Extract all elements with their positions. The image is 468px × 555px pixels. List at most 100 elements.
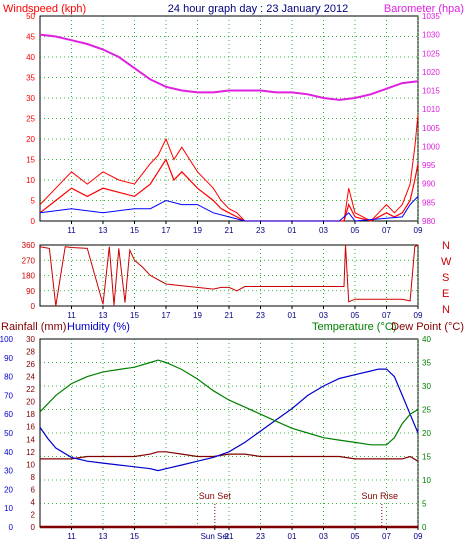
chart-title: 24 hour graph day : 23 January 2012: [168, 3, 348, 15]
y-tick-label-humidity: 70: [4, 391, 13, 400]
y-tick-label-wind: 20: [26, 135, 35, 144]
y-tick-label-humidity: 0: [9, 523, 14, 532]
y-tick-label-baro: 1015: [422, 87, 440, 96]
y-tick-label-rain: 26: [26, 360, 35, 369]
y-tick-label-rain: 2: [31, 510, 36, 519]
y-tick-label-wind: 45: [26, 33, 35, 42]
y-tick-label-baro: 1030: [422, 31, 440, 40]
x-tick-label: 05: [351, 532, 360, 541]
x-tick-label: 03: [319, 532, 328, 541]
rainfall-axis-label: Rainfall (mm): [1, 321, 66, 333]
y-tick-label-direction: 360: [22, 241, 36, 250]
x-tick-label: 07: [382, 226, 391, 235]
x-tick-label: 15: [130, 532, 139, 541]
compass-w: W: [441, 256, 452, 268]
x-tick-label: 21: [225, 311, 234, 320]
y-tick-label-humidity: 40: [4, 448, 13, 457]
y-tick-label-humidity: 100: [0, 335, 14, 344]
y-tick-label-baro: 985: [422, 198, 436, 207]
y-tick-label-wind: 15: [26, 156, 35, 165]
y-tick-label-rain: 0: [31, 523, 36, 532]
x-tick-label: Sun Set: [201, 532, 230, 541]
y-tick-label-rain: 8: [31, 473, 36, 482]
compass-s: S: [442, 272, 449, 284]
y-tick-label-wind: 50: [26, 12, 35, 21]
wind-barometer-panel: 0510152025303540455098098599099510001005…: [26, 12, 440, 235]
y-tick-label-temp: 30: [422, 382, 431, 391]
temperature-line: [39, 359, 419, 446]
x-tick-label: 21: [225, 226, 234, 235]
x-tick-label: 13: [99, 226, 108, 235]
y-tick-label-temp: 5: [422, 500, 427, 509]
y-tick-label-baro: 1035: [422, 12, 440, 21]
x-tick-label: 01: [288, 311, 297, 320]
y-tick-label-temp: 10: [422, 476, 431, 485]
y-tick-label-rain: 4: [31, 498, 36, 507]
y-tick-label-direction: 0: [31, 302, 36, 311]
temperature-humidity-panel: 0102030405060708090100024681012141618202…: [0, 335, 431, 541]
x-tick-label: 09: [414, 311, 423, 320]
wind-average-line: [39, 196, 419, 222]
humidity-line: [39, 368, 419, 472]
y-tick-label-rain: 28: [26, 348, 35, 357]
y-tick-label-wind: 10: [26, 176, 35, 185]
y-tick-label-wind: 25: [26, 115, 35, 124]
y-tick-label-baro: 1000: [422, 142, 440, 151]
gust-line: [39, 114, 419, 222]
y-tick-label-rain: 30: [26, 335, 35, 344]
dewpoint-axis-label: Dew Point (°C): [391, 321, 464, 333]
compass-n-top: N: [442, 240, 450, 252]
x-tick-label: 07: [382, 532, 391, 541]
sunrise-annotation: Sun Rise: [362, 491, 399, 501]
x-tick-label: 07: [382, 311, 391, 320]
y-tick-label-wind: 40: [26, 53, 35, 62]
sunset-annotation: Sun Set: [199, 491, 232, 501]
x-tick-label: 19: [193, 226, 202, 235]
barometer-line: [39, 33, 419, 101]
y-tick-label-wind: 30: [26, 94, 35, 103]
x-tick-label: 11: [67, 532, 76, 541]
y-tick-label-rain: 22: [26, 385, 35, 394]
x-tick-label: 23: [256, 532, 265, 541]
x-tick-label: 09: [414, 226, 423, 235]
y-tick-label-temp: 25: [422, 406, 431, 415]
y-tick-label-wind: 5: [31, 197, 36, 206]
dewpoint-line: [40, 451, 419, 462]
x-tick-label: 01: [288, 532, 297, 541]
x-tick-label: 05: [351, 226, 360, 235]
y-tick-label-humidity: 20: [4, 485, 13, 494]
windspeed-axis-label: Windspeed (kph): [3, 3, 86, 15]
y-tick-label-baro: 1020: [422, 68, 440, 77]
x-tick-label: 11: [67, 226, 76, 235]
y-tick-label-humidity: 90: [4, 354, 13, 363]
x-tick-label: 15: [130, 226, 139, 235]
x-tick-label: 15: [130, 311, 139, 320]
x-tick-label: 13: [99, 311, 108, 320]
temperature-axis-label: Temperature (°C): [312, 321, 396, 333]
y-tick-label-baro: 995: [422, 161, 436, 170]
x-tick-label: 05: [351, 311, 360, 320]
y-tick-label-temp: 0: [422, 523, 427, 532]
y-tick-label-temp: 35: [422, 359, 431, 368]
y-tick-label-humidity: 60: [4, 410, 13, 419]
compass-labels: N W S E N: [441, 240, 452, 316]
y-tick-label-rain: 14: [26, 435, 35, 444]
y-tick-label-baro: 980: [422, 217, 436, 226]
y-tick-label-direction: 90: [26, 287, 35, 296]
y-tick-label-humidity: 80: [4, 373, 13, 382]
wind-direction-panel: 0 90 180 270 360 11 13 15 17 19 21 23 01 03 05 07 09: [22, 241, 423, 320]
compass-n-bottom: N: [442, 304, 450, 316]
y-tick-label-direction: 270: [22, 256, 36, 265]
windspeed-line: [39, 158, 419, 222]
y-tick-label-humidity: 30: [4, 467, 13, 476]
y-tick-label-temp: 40: [422, 335, 431, 344]
y-tick-label-wind: 0: [31, 217, 36, 226]
y-tick-label-baro: 990: [422, 180, 436, 189]
x-tick-label: 13: [99, 532, 108, 541]
x-tick-label: 17: [162, 311, 171, 320]
x-tick-label: 17: [162, 226, 171, 235]
y-tick-label-rain: 12: [26, 448, 35, 457]
y-tick-label-rain: 20: [26, 398, 35, 407]
y-tick-label-wind: 35: [26, 74, 35, 83]
